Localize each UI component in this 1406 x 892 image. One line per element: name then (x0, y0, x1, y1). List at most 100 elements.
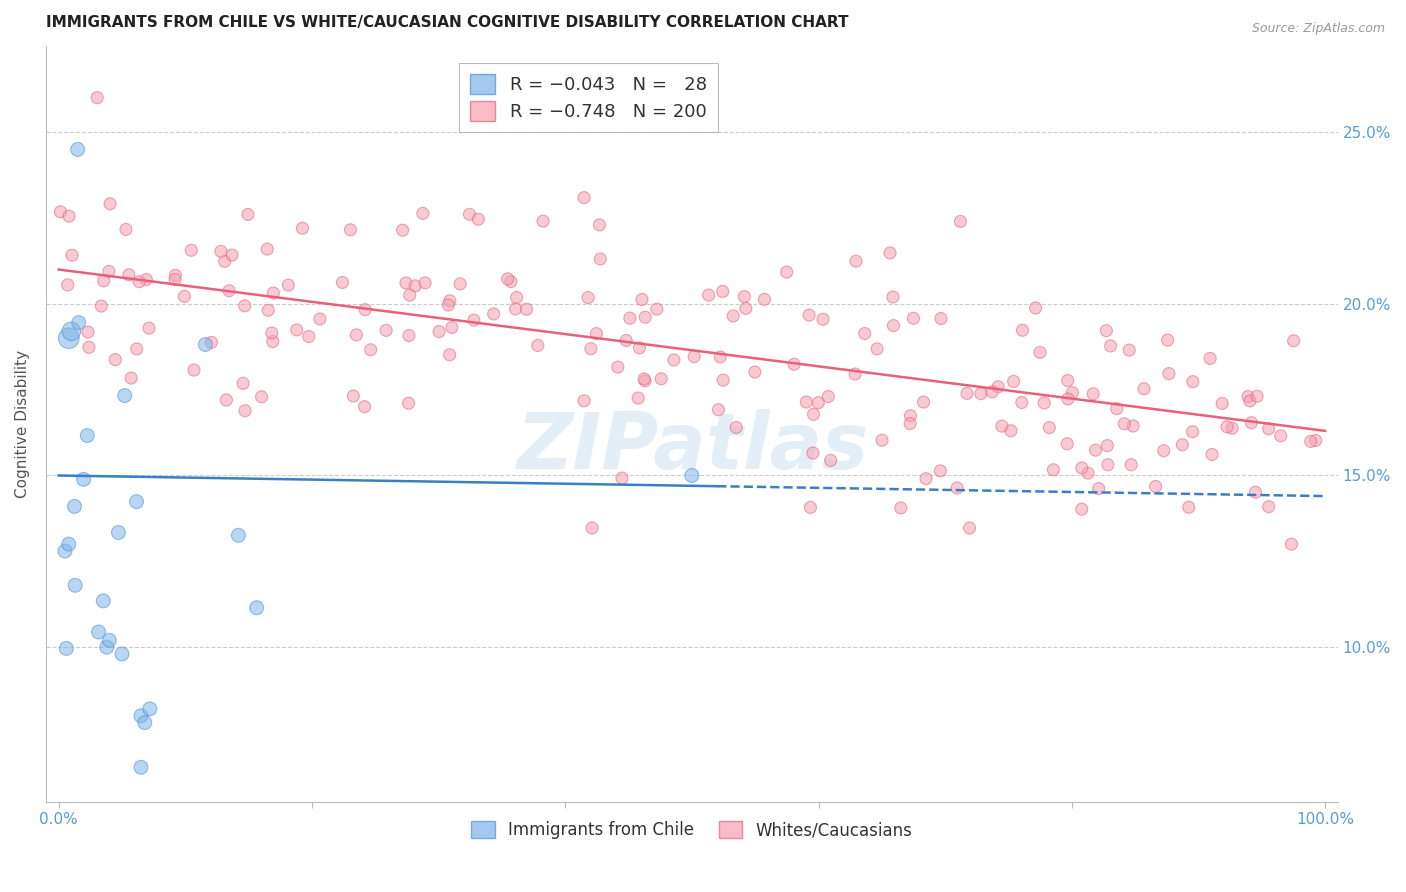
Point (499, 275, 522, 289)
Point (129, 708, 152, 723)
Point (572, 393, 595, 408)
Point (845, 254, 868, 268)
Point (256, 242, 278, 256)
Point (1239, 393, 1261, 408)
Point (725, 420, 748, 434)
Point (214, 254, 236, 268)
Point (576, 291, 599, 305)
Point (128, 275, 150, 289)
Point (853, 326, 876, 341)
Point (783, 357, 806, 371)
Point (634, 374, 657, 388)
Point (754, 293, 776, 307)
Point (1281, 537, 1303, 551)
Point (1270, 429, 1292, 443)
Point (627, 391, 650, 405)
Point (1056, 436, 1078, 450)
Point (709, 350, 731, 364)
Point (375, 323, 398, 337)
Point (342, 389, 364, 403)
Point (1062, 385, 1084, 400)
Point (987, 380, 1010, 394)
Point (870, 433, 893, 447)
Point (58, 331, 80, 345)
Point (956, 386, 979, 401)
Point (1070, 502, 1092, 516)
Point (606, 360, 628, 375)
Text: IMMIGRANTS FROM CHILE VS WHITE/CAUCASIAN COGNITIVE DISABILITY CORRELATION CHART: IMMIGRANTS FROM CHILE VS WHITE/CAUCASIAN… (46, 15, 848, 30)
Point (56, 277, 79, 292)
Point (58, 537, 80, 551)
Point (60, 324, 83, 338)
Point (391, 223, 413, 237)
Point (163, 272, 186, 286)
Point (628, 341, 651, 355)
Point (260, 326, 283, 340)
Point (1000, 424, 1022, 438)
Point (589, 252, 612, 266)
Legend: Immigrants from Chile, Whites/Caucasians: Immigrants from Chile, Whites/Caucasians (464, 814, 920, 847)
Point (439, 348, 461, 362)
Point (527, 338, 550, 352)
Point (817, 390, 839, 404)
Point (1156, 333, 1178, 347)
Point (1257, 422, 1279, 436)
Point (572, 191, 595, 205)
Point (53, 544, 76, 558)
Point (645, 302, 668, 317)
Point (1177, 500, 1199, 515)
Point (681, 468, 703, 483)
Point (398, 396, 420, 410)
Point (733, 290, 755, 304)
Point (1114, 417, 1136, 431)
Point (91, 594, 114, 608)
Point (1097, 439, 1119, 453)
Point (439, 293, 461, 308)
Point (610, 471, 633, 485)
Point (1122, 419, 1144, 434)
Point (912, 395, 935, 409)
Point (165, 268, 187, 283)
Point (801, 446, 824, 460)
Point (1025, 301, 1047, 315)
Point (1033, 396, 1056, 410)
Point (516, 302, 538, 317)
Point (90, 299, 112, 313)
Point (619, 311, 641, 326)
Point (811, 312, 834, 326)
Point (134, 715, 156, 730)
Point (915, 472, 938, 486)
Point (981, 384, 1004, 399)
Point (135, 272, 157, 286)
Point (588, 218, 610, 232)
Point (1029, 345, 1052, 359)
Point (125, 494, 148, 508)
Point (1011, 323, 1033, 337)
Point (404, 278, 426, 293)
Point (413, 276, 436, 290)
Point (236, 207, 259, 221)
Point (1157, 367, 1180, 381)
Point (55, 641, 77, 656)
Point (72, 472, 94, 486)
Point (96, 640, 118, 654)
Point (1201, 447, 1223, 461)
Point (139, 702, 162, 716)
Point (129, 760, 152, 774)
Point (1121, 458, 1143, 472)
Point (1077, 466, 1099, 480)
Point (309, 312, 332, 326)
Point (614, 334, 637, 348)
Point (360, 343, 382, 357)
Point (929, 464, 952, 478)
Point (711, 285, 734, 299)
Point (183, 363, 205, 377)
Point (120, 371, 142, 385)
Point (1240, 416, 1263, 430)
Point (1237, 390, 1260, 404)
Point (991, 419, 1014, 434)
Y-axis label: Cognitive Disability: Cognitive Disability (15, 350, 30, 498)
Point (111, 647, 134, 661)
Point (49, 204, 72, 219)
Point (959, 521, 981, 535)
